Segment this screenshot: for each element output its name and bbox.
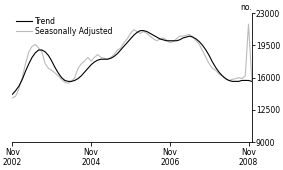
- Legend: Trend, Seasonally Adjusted: Trend, Seasonally Adjusted: [16, 17, 112, 36]
- Text: no.: no.: [240, 3, 252, 12]
